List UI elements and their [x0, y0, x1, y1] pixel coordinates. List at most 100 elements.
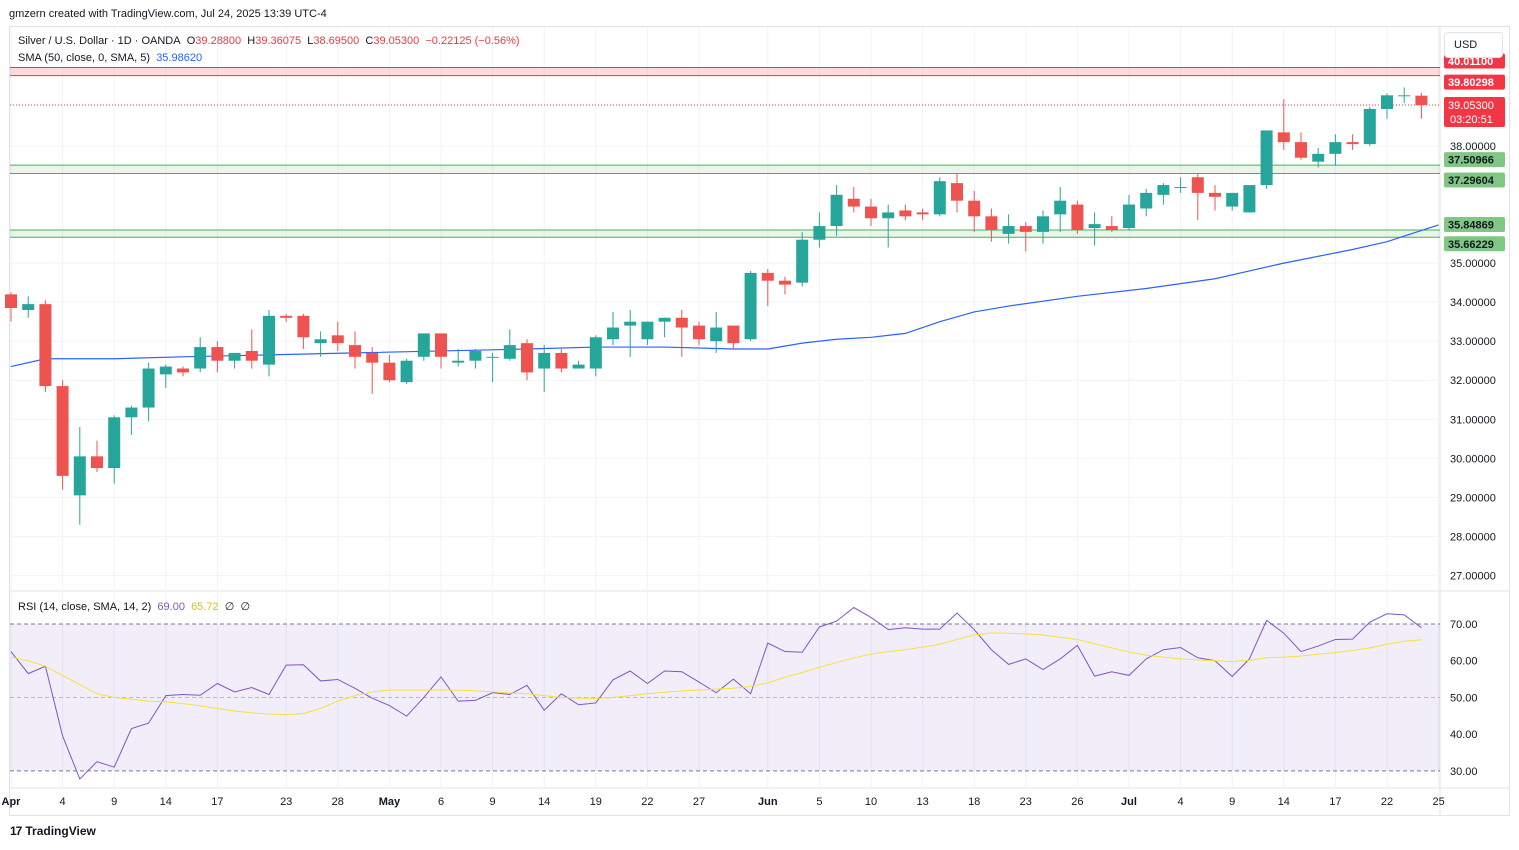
price-change: −0.22125 (−0.56%) [425, 35, 520, 47]
price-tick-label: 30.00000 [1450, 453, 1496, 465]
sma-label[interactable]: SMA (50, close, 0, SMA, 5) [18, 52, 151, 64]
time-tick-label: 28 [332, 796, 344, 808]
candle-body [727, 325, 740, 344]
price-tick-label: 27.00000 [1450, 570, 1496, 582]
time-tick-label: 4 [60, 796, 66, 808]
chart-frame [9, 26, 1510, 816]
candle-body [1140, 192, 1153, 209]
candle-body [761, 272, 774, 281]
candle-body [452, 360, 465, 363]
price-tick-label: 34.00000 [1450, 297, 1496, 309]
currency-button[interactable]: USD [1444, 32, 1503, 58]
candle-body [1209, 192, 1221, 197]
candle-body [744, 272, 757, 340]
candle-body [830, 194, 843, 227]
candle-body [607, 327, 619, 340]
candle-body [486, 356, 499, 358]
zone-price-label-bg [1444, 172, 1505, 188]
rsi-legend: RSI (14, close, SMA, 14, 2) 69.00 65.72 … [18, 600, 250, 613]
candle-body [1191, 177, 1204, 193]
rsi-tick-label: 30.00 [1450, 766, 1478, 778]
time-tick-label: 14 [160, 796, 172, 808]
candle-body [297, 315, 310, 338]
candle-body [108, 417, 121, 469]
close-label: C [365, 35, 374, 47]
candle-body [521, 343, 533, 373]
rsi-extra-1: ∅ [224, 601, 235, 613]
candle-body [280, 315, 293, 318]
candle-body [39, 304, 52, 387]
zone-price-label-bg [1444, 74, 1505, 90]
candle-body [1105, 226, 1118, 230]
time-tick-label: 14 [538, 796, 550, 808]
candle-body [693, 325, 705, 340]
zone-price-label: 40.01100 [1448, 56, 1493, 68]
candle-body [400, 360, 413, 383]
candle-body [1260, 130, 1273, 186]
zone-price-label: 35.84869 [1448, 220, 1494, 232]
time-tick-label: 5 [816, 796, 822, 808]
low-label: L [307, 35, 314, 47]
candle-body [125, 407, 138, 418]
candle-body [417, 333, 430, 357]
candle-body [985, 216, 998, 230]
rsi-line [10, 606, 1422, 780]
rsi-tick-label: 50.00 [1450, 692, 1478, 704]
candle-body [1088, 224, 1101, 229]
candle-body [1363, 108, 1376, 145]
time-tick-label: Jun [758, 796, 778, 808]
time-tick-label: 9 [490, 796, 496, 808]
last-price-label-bg [1444, 96, 1505, 127]
zone-price-label: 39.80298 [1448, 77, 1494, 89]
candle-body [951, 183, 963, 201]
candle-body [1054, 200, 1067, 215]
candle-body [366, 352, 379, 363]
candle-body [968, 200, 981, 217]
time-tick-label: 10 [865, 796, 877, 808]
candle-body [177, 368, 189, 373]
rsi-extra-2: ∅ [240, 601, 251, 613]
time-tick-label: 23 [280, 796, 292, 808]
candle-body [1226, 192, 1239, 207]
time-tick-label: 14 [1278, 796, 1290, 808]
chart-credit: gmzern created with TradingView.com, Jul… [9, 8, 327, 20]
tradingview-logo[interactable]: 17 TradingView [10, 824, 96, 838]
candle-body [263, 315, 275, 365]
time-tick-label: 26 [1071, 796, 1083, 808]
candle-body [899, 210, 912, 217]
candle-body [641, 321, 654, 340]
candle-body [159, 366, 172, 375]
rsi-tick-label: 60.00 [1450, 656, 1478, 668]
candle-body [1346, 142, 1359, 145]
candle-body [435, 333, 447, 357]
candle-body [1157, 185, 1170, 195]
candle-body [142, 368, 155, 408]
candle-body [383, 362, 396, 381]
candle-body [1002, 226, 1015, 234]
candle-body [211, 347, 224, 361]
sma-line [10, 224, 1439, 368]
symbol-name[interactable]: Silver / U.S. Dollar · 1D · OANDA [18, 35, 181, 47]
candle-body [847, 198, 860, 207]
candle-body [194, 347, 207, 369]
candle-body [1277, 132, 1290, 143]
price-tick-label: 29.00000 [1450, 492, 1496, 504]
candle-body [228, 352, 241, 361]
time-tick-label: 22 [641, 796, 653, 808]
candle-body [675, 317, 688, 328]
candle-body [1415, 95, 1428, 106]
bar-countdown-label: 03:20:51 [1450, 114, 1493, 126]
price-tick-label: 28.00000 [1450, 531, 1496, 543]
candle-body [314, 339, 327, 344]
time-tick-label: 22 [1381, 796, 1393, 808]
candle-body [916, 212, 929, 215]
time-tick-label: 25 [1432, 796, 1444, 808]
time-tick-label: Jul [1121, 796, 1137, 808]
candle-body [779, 280, 791, 285]
time-tick-label: 4 [1178, 796, 1184, 808]
rsi-label[interactable]: RSI (14, close, SMA, 14, 2) [18, 601, 152, 613]
time-tick-label: Apr [2, 796, 22, 808]
candle-body [624, 321, 637, 326]
candle-body [1295, 142, 1307, 158]
